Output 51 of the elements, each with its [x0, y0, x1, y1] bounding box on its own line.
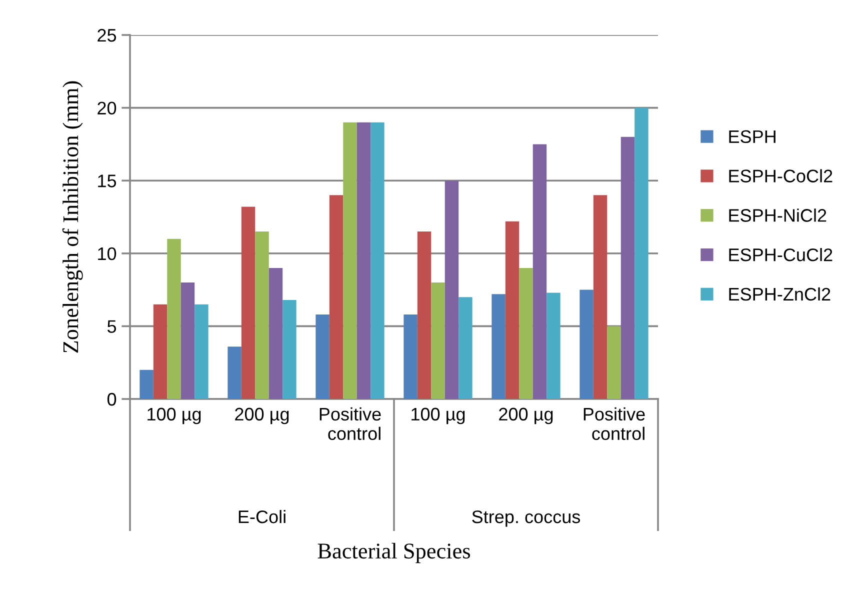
bar	[458, 297, 472, 399]
bar	[194, 304, 208, 399]
bar	[370, 122, 384, 399]
bar	[228, 346, 242, 399]
y-tick-label: 15	[98, 174, 116, 188]
text: E-Coli	[238, 510, 286, 524]
x-tick-label: 100 µg	[412, 408, 465, 424]
bar	[593, 195, 608, 399]
bar	[268, 268, 283, 399]
bar	[546, 292, 560, 399]
bar	[282, 300, 296, 399]
bar	[607, 326, 621, 399]
x-tick-label: Positive control	[320, 407, 381, 440]
legend-label: ESPH-NiCl2	[729, 208, 826, 222]
y-tick-label: 10	[98, 247, 116, 260]
bar	[316, 314, 330, 399]
bar	[620, 136, 635, 399]
y-tick-label: 20	[98, 102, 116, 115]
bar	[404, 314, 418, 399]
bar	[532, 144, 547, 399]
bar	[153, 304, 168, 399]
text: Strep. coccus	[472, 510, 580, 527]
y-axis-title: Zonelength of Inhibition (mm)	[62, 81, 83, 353]
x-tick-label: 200 µg	[499, 408, 553, 424]
bar	[329, 195, 344, 399]
bar	[580, 290, 594, 399]
bar	[444, 180, 459, 399]
bar	[180, 282, 195, 399]
bar	[417, 232, 432, 399]
bar	[519, 268, 533, 399]
bar	[356, 122, 371, 399]
x-tick-label: Positive control	[584, 407, 645, 440]
y-tick-label: 25	[98, 28, 116, 42]
legend-label: ESPH-CoCl2	[729, 169, 832, 182]
bar	[634, 108, 648, 399]
bar	[167, 238, 181, 399]
y-tick-label: 5	[107, 320, 116, 333]
y-tick-label: 0	[107, 392, 116, 406]
bar	[343, 122, 357, 399]
legend-label: ESPH-ZnCl2	[729, 287, 830, 301]
legend-label: ESPH-CuCl2	[729, 248, 832, 262]
bar	[505, 221, 520, 399]
x-tick-label: 100 µg	[148, 408, 201, 424]
x-tick-label: 200 µg	[235, 408, 289, 424]
bar	[255, 232, 269, 399]
legend-label: ESPH	[729, 130, 776, 144]
x-axis-title: Bacterial Species	[318, 542, 470, 564]
bar	[140, 370, 154, 399]
bar	[241, 206, 256, 399]
bar	[431, 282, 445, 399]
bar	[492, 294, 506, 399]
